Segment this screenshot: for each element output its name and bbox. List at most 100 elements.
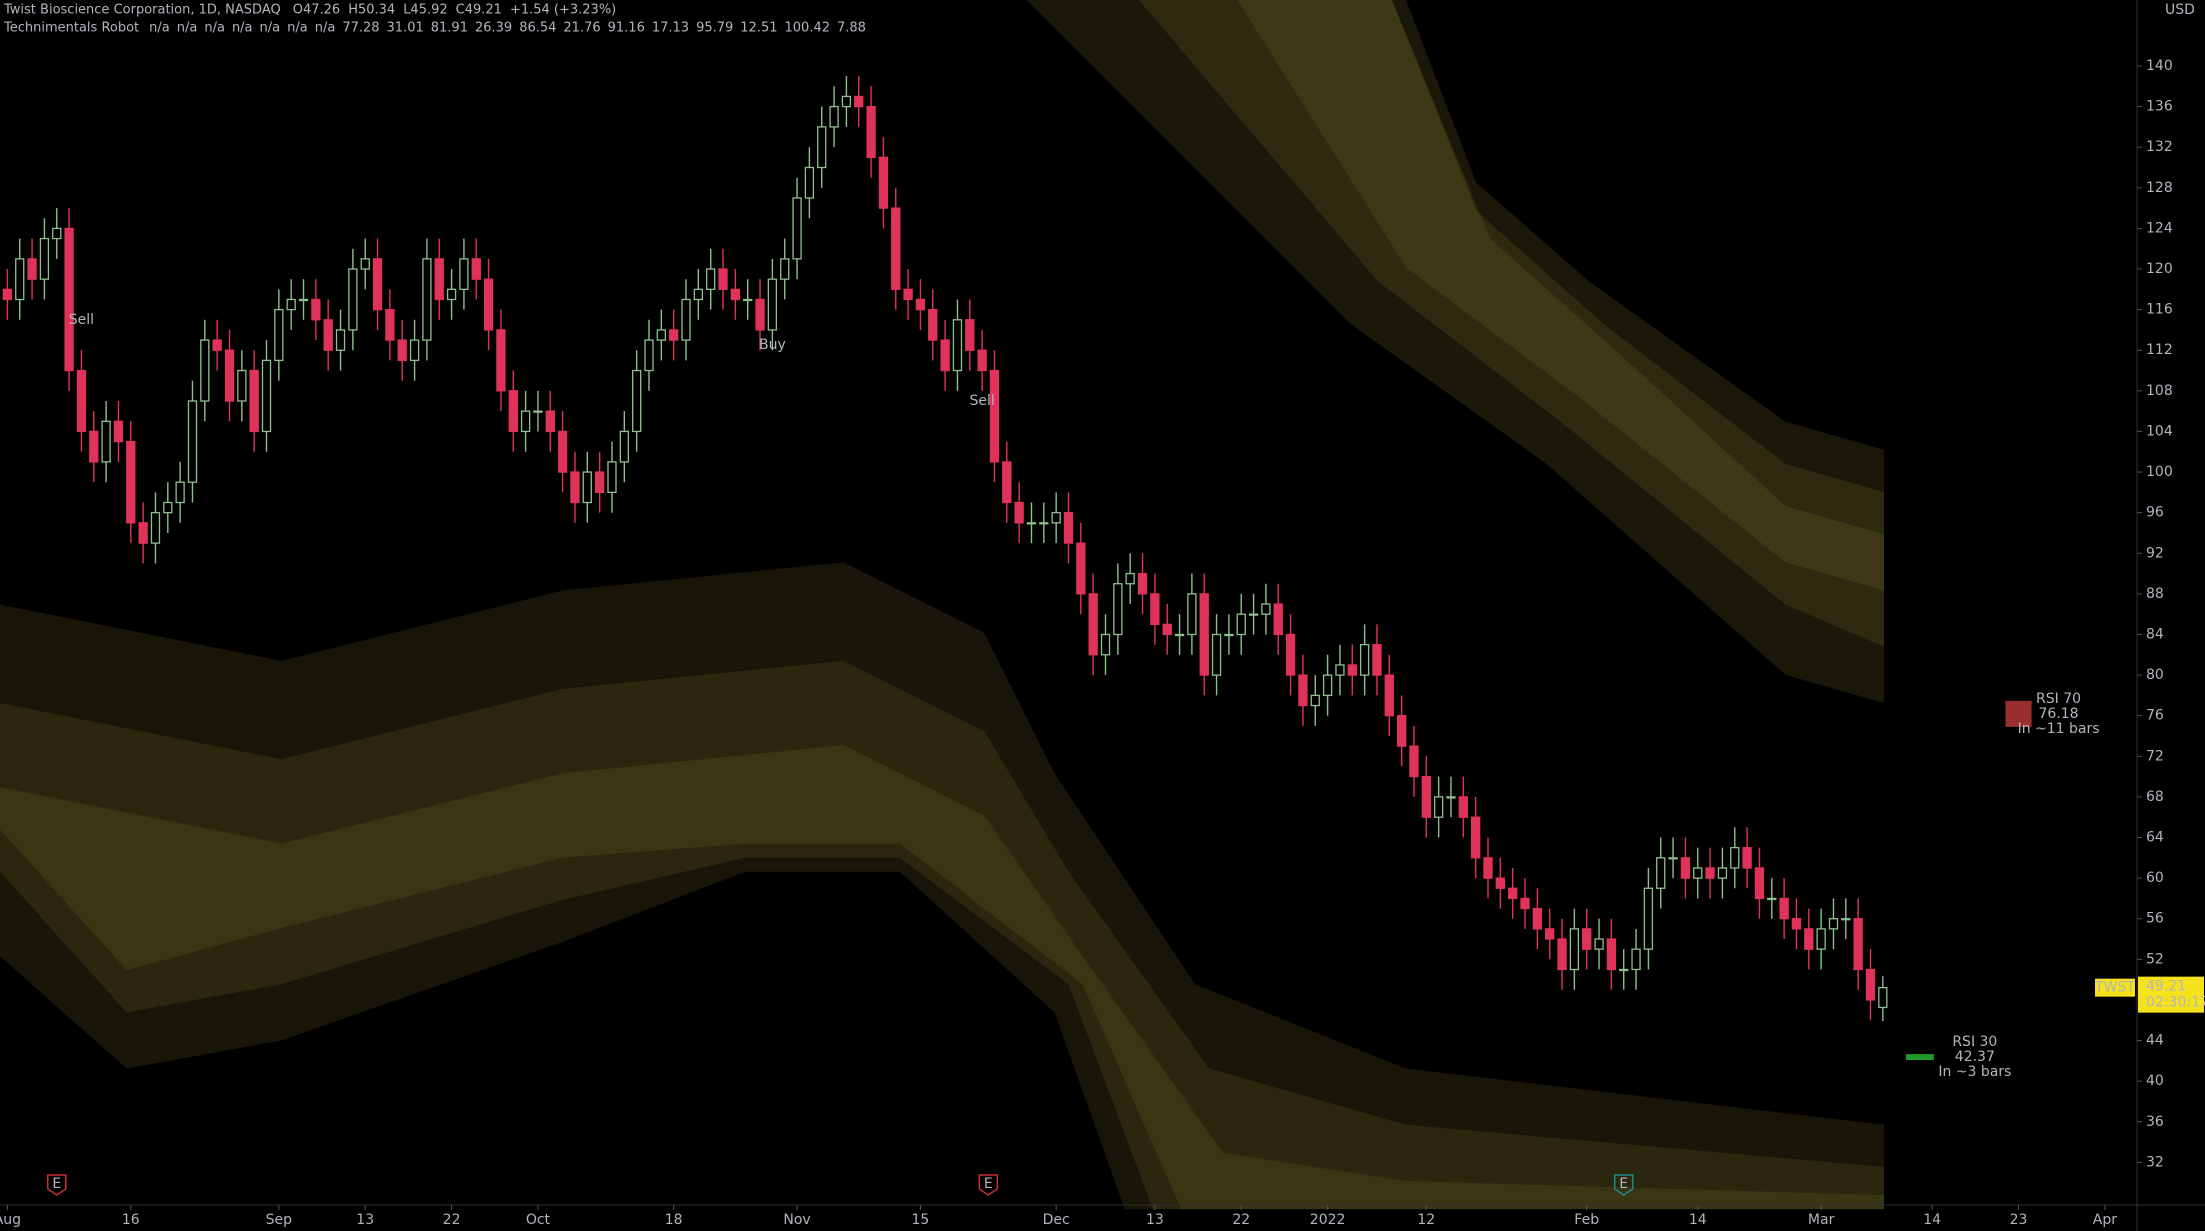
indicator-name: Technimentals Robot [3,21,139,36]
indicator-value: 77.28 [342,21,379,36]
y-tick-label: 76 [2146,708,2164,724]
candle-body [409,339,420,362]
candle-body [286,298,296,311]
candle-body [1347,664,1357,676]
indicator-bands [0,0,1885,1210]
candle-body [1828,918,1839,930]
x-tick-label: 22 [443,1212,461,1228]
candle-body [39,237,50,280]
candle-body [1668,857,1678,860]
y-tick-label: 40 [2146,1073,2164,1089]
candle-body [1076,542,1086,595]
y-tick-label: 88 [2146,586,2164,602]
candle-body [1100,633,1111,656]
x-tick-label: Aug [0,1212,21,1228]
candle-body [989,369,1000,463]
candle-body [582,471,592,504]
candle-body [1458,796,1468,818]
candle-body [656,329,666,341]
candle-body [1433,796,1444,818]
y-tick-label: 52 [2146,951,2164,967]
candle-body [1211,633,1222,676]
x-tick-label: 2022 [1310,1212,1346,1228]
band [0,745,1885,1210]
candle-body [1372,643,1382,676]
candle-body [1273,603,1283,636]
candle-body [200,339,210,402]
candle-body [126,440,136,524]
x-tick-label: 18 [665,1212,683,1228]
candle-body [237,369,247,402]
candle-body [915,298,926,311]
indicator-value: n/a [315,21,336,36]
indicator-value: 86.54 [519,21,556,36]
candle-body [311,298,321,321]
candle-body [138,522,148,544]
candle-body [829,105,839,128]
candle-body [446,288,457,301]
earnings-icon [47,1174,67,1196]
candle-body [780,258,790,280]
candle-body [977,349,987,372]
candle-body [940,339,950,372]
candle-body [631,369,642,433]
earnings-icon [978,1174,999,1196]
candle-body [1248,613,1259,616]
candle-body [1298,674,1308,707]
x-tick-label: Oct [526,1212,551,1228]
indicator-value: n/a [287,21,308,36]
candle-body [1421,775,1431,818]
rsi-note: In ~3 bars [1938,1064,2011,1080]
y-tick-label: 124 [2146,220,2173,236]
earnings-label: E [1619,1176,1628,1192]
candle-body [1483,857,1493,879]
candle-body [422,258,432,341]
signal-label: Sell [69,312,94,328]
candle-body [323,319,333,351]
candle-body [1816,928,1826,950]
candle-body [261,359,272,433]
candle-body [471,258,481,280]
candle-body [619,430,629,463]
candle-body [1680,857,1691,879]
candle-body [878,156,889,209]
y-tick-label: 72 [2146,748,2164,764]
candle-body [1520,897,1530,910]
candle-body [1285,633,1296,676]
indicator-value: n/a [149,21,170,36]
rsi-label: RSI 70 [2036,691,2081,707]
x-tick-label: 15 [912,1212,930,1228]
candle-body [1606,938,1617,971]
y-tick-label: 68 [2146,789,2164,805]
candle-body [1754,867,1765,900]
candle-body [1804,928,1814,950]
candle-body [928,308,938,341]
candle-body [557,430,568,473]
rsi-value: 42.37 [1955,1049,1995,1065]
candle-body [113,420,124,443]
candle-body [1693,867,1703,879]
candle-body [594,471,605,494]
candle-body [372,258,383,311]
y-tick-label: 120 [2146,261,2173,277]
signal-label: Buy [759,337,786,353]
candle-body [1742,847,1752,869]
candle-body [397,339,407,362]
y-tick-label: 64 [2146,830,2164,846]
candle-body [706,268,716,290]
y-tick-label: 44 [2146,1033,2164,1049]
candle-body [1532,907,1543,930]
candle-body [1495,877,1506,889]
candle-body [1174,633,1185,637]
candle-body [1471,816,1481,859]
candle-body [891,207,901,290]
candle-body [1730,847,1740,869]
candle-body [792,197,802,260]
candle-body [1656,857,1666,889]
candle-body [1359,643,1370,676]
indicator-value: 7.88 [837,21,866,36]
candle-body [1643,887,1654,950]
x-tick-label: Dec [1043,1212,1070,1228]
indicator-value: 26.39 [475,21,512,36]
